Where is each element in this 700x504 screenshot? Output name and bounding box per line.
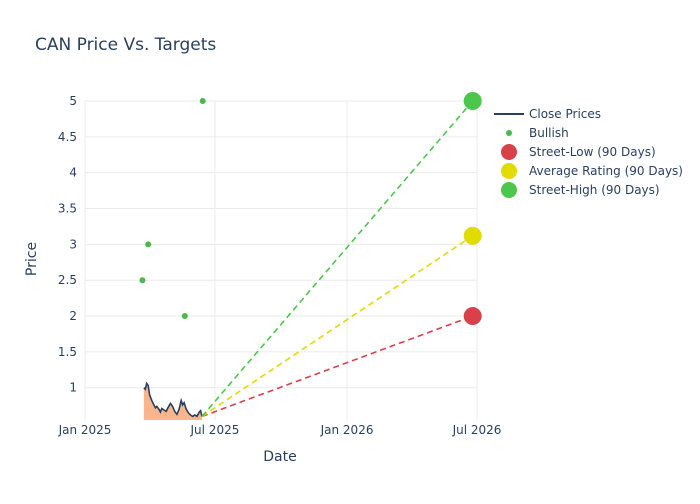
close-price-area bbox=[143, 383, 203, 420]
bullish-point bbox=[145, 241, 152, 248]
y-tick-label: 3.5 bbox=[58, 202, 77, 216]
y-tick-label: 2 bbox=[69, 309, 77, 323]
legend-swatch-marker bbox=[501, 163, 517, 179]
target-line bbox=[201, 100, 474, 417]
x-tick-label: Jan 2026 bbox=[320, 423, 374, 437]
legend-label: Close Prices bbox=[529, 107, 601, 121]
legend-label: Average Rating (90 Days) bbox=[529, 164, 683, 178]
y-tick-label: 4 bbox=[69, 166, 77, 180]
legend-label: Street-High (90 Days) bbox=[529, 183, 660, 197]
grid bbox=[84, 100, 478, 420]
plot-area bbox=[139, 92, 482, 420]
bullish-point bbox=[181, 313, 188, 320]
chart-title: CAN Price Vs. Targets bbox=[35, 35, 216, 55]
legend-label: Bullish bbox=[529, 126, 569, 140]
y-tick-label: 5 bbox=[69, 94, 77, 108]
legend-swatch-dot bbox=[506, 130, 512, 136]
bullish-point bbox=[199, 98, 206, 104]
target-marker bbox=[463, 92, 482, 110]
bullish-point bbox=[139, 277, 146, 284]
x-tick-label: Jul 2026 bbox=[452, 423, 502, 437]
y-tick-label: 4.5 bbox=[58, 130, 77, 144]
x-axis-label: Date bbox=[263, 449, 296, 465]
axes: 1 1.5 2 2.5 3 3.5 4 4.5 5 Jan 2025 Jul 2025 Jan 202… bbox=[58, 94, 502, 437]
x-tick-label: Jan 2025 bbox=[58, 423, 112, 437]
target-marker bbox=[463, 307, 482, 326]
y-tick-label: 2.5 bbox=[58, 273, 77, 287]
target-marker bbox=[463, 226, 482, 245]
y-tick-label: 1.5 bbox=[58, 345, 77, 359]
close-price-line bbox=[143, 381, 203, 418]
x-tick-label: Jul 2025 bbox=[190, 423, 240, 437]
target-line bbox=[201, 315, 473, 418]
y-tick-label: 1 bbox=[69, 381, 77, 395]
target-line bbox=[201, 235, 474, 418]
legend-swatch-marker bbox=[501, 182, 517, 198]
legend: Close Prices Bullish Street-Low (90 Days) A… bbox=[494, 107, 683, 198]
y-axis-label: Price bbox=[24, 242, 40, 276]
legend-label: Street-Low (90 Days) bbox=[529, 145, 656, 159]
legend-swatch-marker bbox=[501, 144, 517, 160]
y-tick-label: 3 bbox=[69, 237, 77, 251]
